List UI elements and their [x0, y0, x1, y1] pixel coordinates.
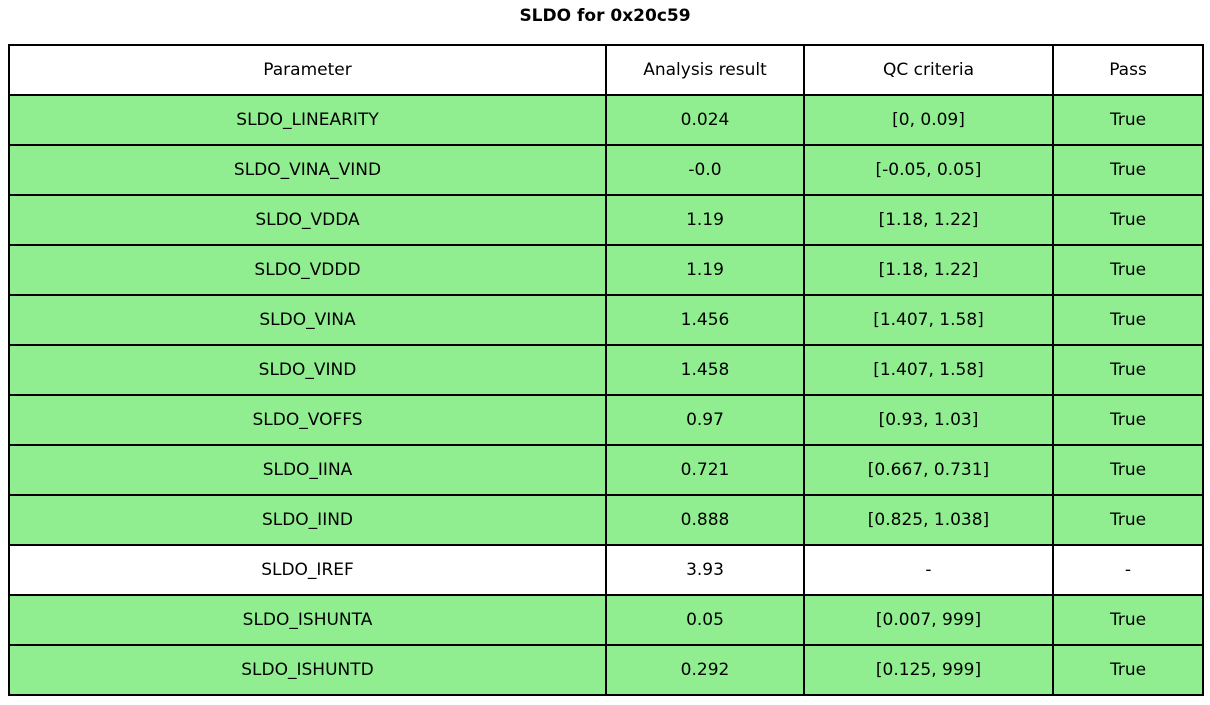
cell-pass: True	[1052, 444, 1204, 496]
cell-parameter: SLDO_ISHUNTD	[8, 644, 607, 696]
table-row: SLDO_VINA 1.456 [1.407, 1.58] True	[8, 294, 1204, 346]
column-header-analysis-result: Analysis result	[605, 44, 805, 96]
cell-parameter: SLDO_VIND	[8, 344, 607, 396]
cell-pass: True	[1052, 294, 1204, 346]
cell-result: -0.0	[605, 144, 805, 196]
cell-result: 1.19	[605, 194, 805, 246]
table-row: SLDO_ISHUNTA 0.05 [0.007, 999] True	[8, 594, 1204, 646]
cell-criteria: [1.18, 1.22]	[803, 244, 1054, 296]
cell-pass: True	[1052, 94, 1204, 146]
cell-result: 0.721	[605, 444, 805, 496]
cell-pass: True	[1052, 194, 1204, 246]
cell-parameter: SLDO_VDDA	[8, 194, 607, 246]
cell-criteria: [0.825, 1.038]	[803, 494, 1054, 546]
column-header-pass: Pass	[1052, 44, 1204, 96]
cell-criteria: [0.125, 999]	[803, 644, 1054, 696]
cell-pass: True	[1052, 344, 1204, 396]
table-row: SLDO_VDDA 1.19 [1.18, 1.22] True	[8, 194, 1204, 246]
cell-result: 0.024	[605, 94, 805, 146]
table-body: SLDO_LINEARITY 0.024 [0, 0.09] True SLDO_VIN…	[8, 94, 1204, 696]
cell-parameter: SLDO_ISHUNTA	[8, 594, 607, 646]
cell-pass: -	[1052, 544, 1204, 596]
cell-pass: True	[1052, 244, 1204, 296]
cell-result: 0.292	[605, 644, 805, 696]
column-header-qc-criteria: QC criteria	[803, 44, 1054, 96]
table-row: SLDO_LINEARITY 0.024 [0, 0.09] True	[8, 94, 1204, 146]
cell-parameter: SLDO_VDDD	[8, 244, 607, 296]
cell-parameter: SLDO_LINEARITY	[8, 94, 607, 146]
cell-parameter: SLDO_IREF	[8, 544, 607, 596]
cell-result: 1.458	[605, 344, 805, 396]
cell-result: 0.05	[605, 594, 805, 646]
cell-parameter: SLDO_IIND	[8, 494, 607, 546]
cell-parameter: SLDO_VINA_VIND	[8, 144, 607, 196]
cell-pass: True	[1052, 394, 1204, 446]
cell-result: 0.888	[605, 494, 805, 546]
table-row: SLDO_VIND 1.458 [1.407, 1.58] True	[8, 344, 1204, 396]
cell-criteria: [1.407, 1.58]	[803, 344, 1054, 396]
cell-pass: True	[1052, 494, 1204, 546]
cell-criteria: [0, 0.09]	[803, 94, 1054, 146]
cell-criteria: [-0.05, 0.05]	[803, 144, 1054, 196]
table-row: SLDO_ISHUNTD 0.292 [0.125, 999] True	[8, 644, 1204, 696]
cell-result: 0.97	[605, 394, 805, 446]
cell-criteria: [0.007, 999]	[803, 594, 1054, 646]
table-row: SLDO_VDDD 1.19 [1.18, 1.22] True	[8, 244, 1204, 296]
cell-criteria: [1.18, 1.22]	[803, 194, 1054, 246]
cell-criteria: -	[803, 544, 1054, 596]
cell-pass: True	[1052, 144, 1204, 196]
page-title: SLDO for 0x20c59	[519, 6, 691, 26]
cell-result: 1.456	[605, 294, 805, 346]
cell-pass: True	[1052, 594, 1204, 646]
cell-parameter: SLDO_VINA	[8, 294, 607, 346]
cell-pass: True	[1052, 644, 1204, 696]
cell-parameter: SLDO_VOFFS	[8, 394, 607, 446]
header-row: Parameter Analysis result QC criteria Pass	[8, 44, 1204, 96]
cell-result: 1.19	[605, 244, 805, 296]
cell-parameter: SLDO_IINA	[8, 444, 607, 496]
cell-criteria: [1.407, 1.58]	[803, 294, 1054, 346]
cell-criteria: [0.667, 0.731]	[803, 444, 1054, 496]
qc-results-table: Parameter Analysis result QC criteria Pass …	[8, 44, 1204, 696]
cell-result: 3.93	[605, 544, 805, 596]
table-row: SLDO_IIND 0.888 [0.825, 1.038] True	[8, 494, 1204, 546]
table-row: SLDO_VOFFS 0.97 [0.93, 1.03] True	[8, 394, 1204, 446]
table-row: SLDO_VINA_VIND -0.0 [-0.05, 0.05] True	[8, 144, 1204, 196]
table-row: SLDO_IINA 0.721 [0.667, 0.731] True	[8, 444, 1204, 496]
cell-criteria: [0.93, 1.03]	[803, 394, 1054, 446]
table-row: SLDO_IREF 3.93- -	[8, 544, 1204, 596]
column-header-parameter: Parameter	[8, 44, 607, 96]
